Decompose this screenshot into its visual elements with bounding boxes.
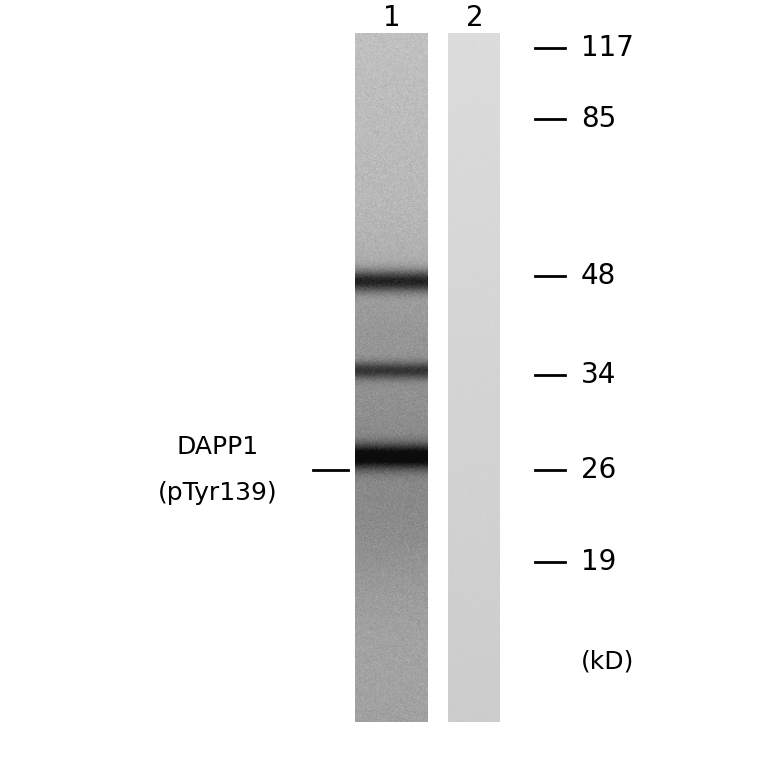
Text: DAPP1: DAPP1 [176, 435, 259, 459]
Text: 34: 34 [581, 361, 616, 389]
Text: 2: 2 [465, 4, 484, 32]
Text: (kD): (kD) [581, 649, 634, 673]
Text: 85: 85 [581, 105, 616, 133]
Text: 48: 48 [581, 262, 616, 290]
Text: (pTyr139): (pTyr139) [158, 481, 277, 505]
Text: 26: 26 [581, 456, 616, 484]
Text: 117: 117 [581, 34, 633, 63]
Text: 1: 1 [383, 4, 400, 32]
Text: 19: 19 [581, 548, 616, 576]
